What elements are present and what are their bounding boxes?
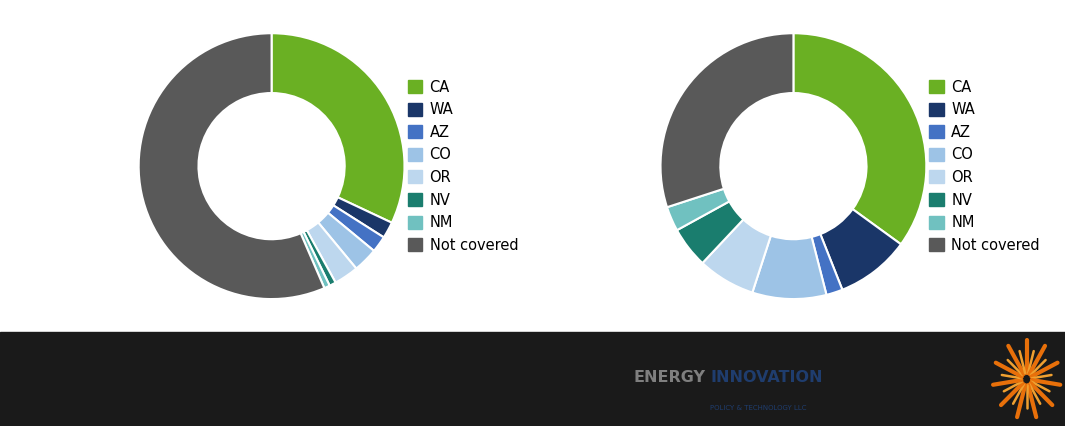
Wedge shape (820, 209, 901, 290)
Text: INNOVATION: INNOVATION (710, 369, 823, 385)
Wedge shape (304, 230, 335, 286)
Text: ENERGY: ENERGY (634, 369, 706, 385)
Wedge shape (272, 33, 405, 223)
Wedge shape (703, 219, 771, 293)
Wedge shape (138, 33, 325, 299)
Wedge shape (752, 236, 826, 299)
Legend: CA, WA, AZ, CO, OR, NV, NM, Not covered: CA, WA, AZ, CO, OR, NV, NM, Not covered (402, 74, 524, 259)
Wedge shape (812, 234, 842, 295)
Wedge shape (660, 33, 793, 207)
Wedge shape (333, 197, 392, 237)
Text: POLICY & TECHNOLOGY LLC: POLICY & TECHNOLOGY LLC (710, 405, 807, 411)
Wedge shape (793, 33, 927, 244)
Wedge shape (667, 189, 730, 230)
Wedge shape (318, 213, 374, 268)
Legend: CA, WA, AZ, CO, OR, NV, NM, Not covered: CA, WA, AZ, CO, OR, NV, NM, Not covered (923, 74, 1046, 259)
Wedge shape (307, 222, 357, 282)
Wedge shape (300, 232, 330, 288)
Wedge shape (328, 205, 383, 251)
Wedge shape (677, 201, 743, 263)
